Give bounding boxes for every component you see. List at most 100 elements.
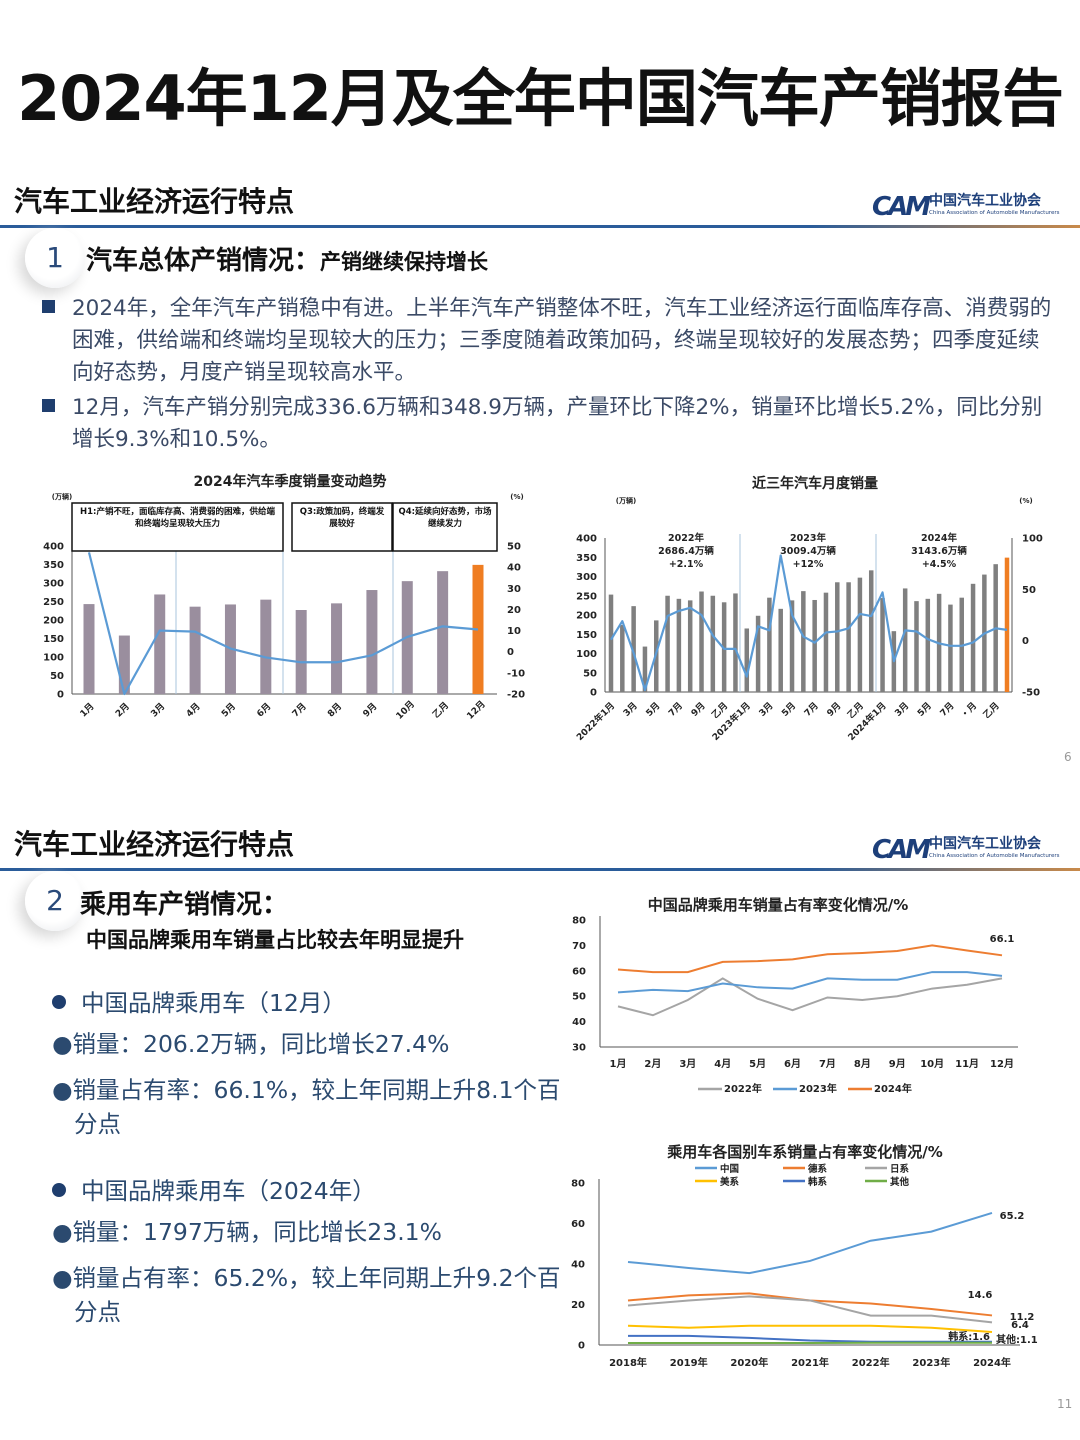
x-tick-label: 2019年: [670, 1356, 708, 1369]
bar: [631, 606, 636, 692]
x-tick-label: 2018年: [609, 1356, 647, 1369]
y-tick-label: 300: [43, 579, 64, 590]
y2-tick-label: 10: [507, 626, 521, 637]
bar: [665, 595, 670, 692]
quarterly-sales-chart: 2024年汽车季度销量变动趋势(万辆) (%)050100150200250300…: [43, 473, 525, 722]
x-tick-label: 9月: [689, 700, 708, 719]
legend-label: 韩系: [808, 1176, 828, 1188]
bullet-heading: 中国品牌乘用车（12月）: [52, 986, 346, 1020]
x-tick-label: 乙月: [431, 700, 452, 721]
monthly-sales-chart: 近三年汽车月度销量 (万辆) (%) 0 50 100 150 200 250 300 350 400…: [574, 475, 1043, 743]
year-total: 3009.4万辆: [780, 545, 836, 557]
bullet-line: ●销量占有率：66.1%，较上年同期上升8.1个百: [52, 1076, 561, 1104]
bar: [710, 595, 716, 692]
y2-tick-label: 100: [1022, 534, 1043, 545]
paragraph-text: 12月，汽车产销分别完成336.6万辆和348.9万辆，产量环比下降2%，销量环…: [72, 395, 1043, 452]
y2-axis-unit: (%): [510, 493, 523, 501]
y2-tick-label: 30: [507, 584, 521, 595]
x-tick-label: 乙月: [981, 700, 1002, 721]
x-tick-label: 11月: [955, 1058, 979, 1070]
y2-tick-label: 40: [507, 563, 521, 574]
x-tick-label: 10月: [920, 1058, 944, 1070]
x-tick-label: 5月: [749, 1058, 766, 1070]
x-tick-label: 3月: [679, 1058, 696, 1070]
x-tick-label: 7月: [290, 701, 309, 720]
logo-name-cn: 中国汽车工业协会: [929, 836, 1041, 852]
y-tick-label: 350: [43, 560, 64, 571]
bar: [189, 606, 201, 694]
x-tick-label: 2月: [644, 1058, 661, 1070]
x-tick-label: 10月: [394, 699, 417, 722]
x-tick-label: 6月: [784, 1058, 801, 1070]
y-tick-label: 60: [572, 966, 586, 977]
y2-tick-label: 20: [507, 605, 521, 616]
x-tick-label: 2023年: [912, 1356, 950, 1369]
data-label: 11.2: [1010, 1312, 1035, 1323]
square-bullet-icon: [42, 399, 55, 412]
bar: [699, 591, 704, 692]
bullet-line: ●销量：1797万辆，同比增长23.1%: [52, 1218, 442, 1246]
chart-title: 2024年汽车季度销量变动趋势: [194, 473, 387, 490]
x-tick-label: 9月: [889, 1058, 906, 1070]
bullet-heading-text: 中国品牌乘用车（2024年）: [80, 1177, 376, 1205]
bar: [118, 635, 130, 694]
y-tick-label: 50: [50, 671, 64, 682]
annotation-box: [392, 502, 498, 552]
chart-title: 中国品牌乘用车销量占有率变化情况/%: [648, 896, 909, 914]
legend-label: 2022年: [724, 1082, 762, 1095]
bar: [925, 598, 931, 692]
legend-label: 德系: [808, 1163, 828, 1175]
annotation: Q4:延续向好态势，市场继续发力: [398, 507, 491, 529]
bar: [778, 608, 783, 692]
country-share-chart: 乘用车各国别车系销量占有率变化情况/% 0 20 40 60 80 2018年 2019年 20…: [571, 1143, 1038, 1369]
x-tick-label: 2022年1月: [574, 700, 617, 743]
y2-axis-unit: (%): [1019, 497, 1032, 505]
data-label: 韩系:1.6: [948, 1330, 990, 1343]
y2-tick-label: -50: [1022, 688, 1040, 699]
year-growth: +2.1%: [669, 559, 704, 570]
logo-name-cn: 中国汽车工业协会: [929, 193, 1041, 209]
y-tick-label: 250: [43, 597, 64, 608]
page-number: 11: [1057, 1397, 1073, 1411]
series-line-3: [627, 1324, 993, 1334]
year-label: 2022年: [668, 532, 704, 544]
bar: [733, 593, 738, 692]
item-number-badge: 2: [25, 871, 85, 931]
bar: [801, 591, 806, 692]
cam-logo: CAM 中国汽车工业协会 China Association of Automo…: [872, 831, 1059, 867]
bar: [687, 600, 693, 692]
bullet-dot-icon: [52, 1183, 66, 1197]
x-tick-label: 7月: [802, 700, 821, 719]
annotation-box: [291, 502, 393, 552]
legend-label: 日系: [890, 1163, 910, 1175]
bar: [902, 588, 908, 692]
chart-title: 乘用车各国别车系销量占有率变化情况/%: [666, 1143, 943, 1161]
paragraph: 2024年，全年汽车产销稳中有进。上半年汽车产销整体不旺，汽车工业经济运行面临库…: [42, 293, 1052, 389]
year-label: 2023年: [790, 532, 826, 544]
y-tick-label: 200: [576, 611, 597, 622]
x-tick-label: 7月: [938, 700, 957, 719]
legend-label: 2024年: [874, 1082, 912, 1095]
data-label: 66.1: [990, 934, 1015, 945]
series-line-2: [617, 944, 1003, 974]
x-tick-label: 3月: [757, 700, 776, 719]
bar: [914, 601, 919, 692]
bar: [789, 600, 795, 692]
y2-tick-label: 50: [507, 542, 521, 553]
y-tick-label: 0: [57, 690, 64, 701]
x-tick-label: 7月: [666, 700, 685, 719]
annotation-text: Q3:政策加码，终端发展较好: [299, 507, 385, 529]
y-tick-label: 250: [576, 591, 597, 602]
bar: [620, 625, 625, 692]
x-tick-label: 9月: [825, 700, 844, 719]
x-tick-label: 4月: [184, 701, 203, 720]
square-bullet-icon: [42, 300, 55, 313]
divider: [0, 225, 1080, 228]
x-tick-label: 3月: [893, 700, 912, 719]
bar: [366, 590, 378, 694]
chart-title: 近三年汽车月度销量: [752, 475, 878, 492]
y-axis-unit: (万辆): [52, 492, 72, 501]
series-line-0: [627, 1212, 993, 1275]
y2-tick-label: 0: [507, 647, 514, 658]
item-heading-main: 汽车总体产销情况：: [86, 246, 321, 276]
